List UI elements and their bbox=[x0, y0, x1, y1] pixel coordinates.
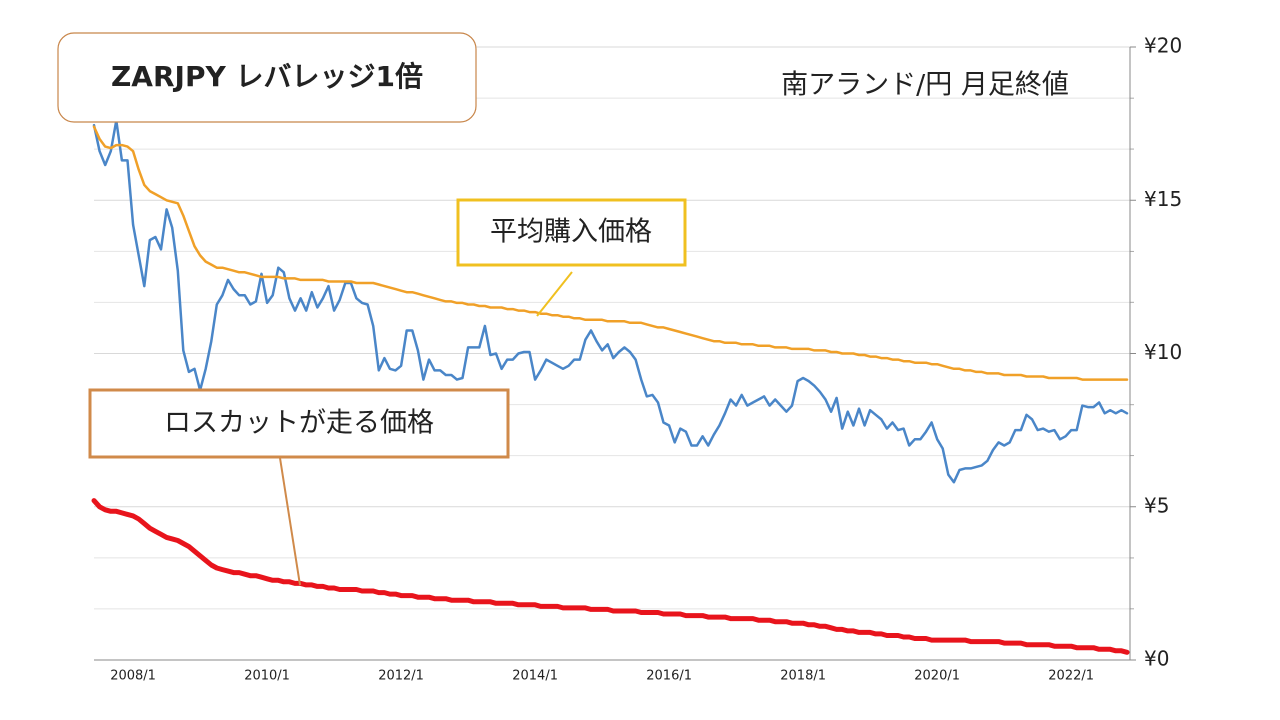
grid bbox=[94, 46, 1136, 661]
x-tick-label: 2020/1 bbox=[914, 669, 960, 684]
x-tick-label: 2012/1 bbox=[378, 669, 424, 684]
y-tick-label: ¥20 bbox=[1144, 34, 1182, 58]
annotation-box bbox=[88, 388, 510, 459]
x-tick-label: 2016/1 bbox=[646, 669, 692, 684]
x-tick-label: 2022/1 bbox=[1048, 669, 1094, 684]
x-tick-label: 2018/1 bbox=[780, 669, 826, 684]
annotation: 平均購入価格 bbox=[490, 217, 652, 248]
annotation: ロスカットが走る価格 bbox=[164, 408, 434, 439]
plot bbox=[91, 119, 1130, 655]
x-tick-label: 2010/1 bbox=[244, 669, 290, 684]
y-tick-label: ¥10 bbox=[1144, 340, 1182, 364]
chart-subtitle: 南アランド/円 月足終値 bbox=[781, 70, 1069, 101]
leader-line bbox=[279, 457, 301, 586]
series-line bbox=[92, 125, 1129, 381]
y-tick-label: ¥5 bbox=[1144, 493, 1169, 517]
chart-title: ZARJPY レバレッジ1倍 bbox=[111, 60, 423, 93]
x-tick-label: 2008/1 bbox=[110, 669, 156, 684]
title-box bbox=[57, 32, 477, 123]
y-tick-label: ¥0 bbox=[1144, 647, 1169, 671]
series-line bbox=[92, 119, 1129, 484]
leader-line bbox=[536, 271, 573, 317]
series-line bbox=[91, 498, 1130, 655]
annotation-box bbox=[456, 198, 687, 267]
y-tick-label: ¥15 bbox=[1144, 187, 1182, 211]
x-tick-label: 2014/1 bbox=[512, 669, 558, 684]
